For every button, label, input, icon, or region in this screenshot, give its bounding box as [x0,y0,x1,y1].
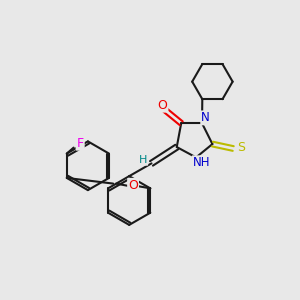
Text: O: O [158,99,167,112]
Text: H: H [139,155,147,165]
Text: F: F [76,137,84,150]
Text: O: O [128,179,138,192]
Text: N: N [201,111,210,124]
Text: NH: NH [193,156,210,169]
Text: S: S [237,141,245,154]
